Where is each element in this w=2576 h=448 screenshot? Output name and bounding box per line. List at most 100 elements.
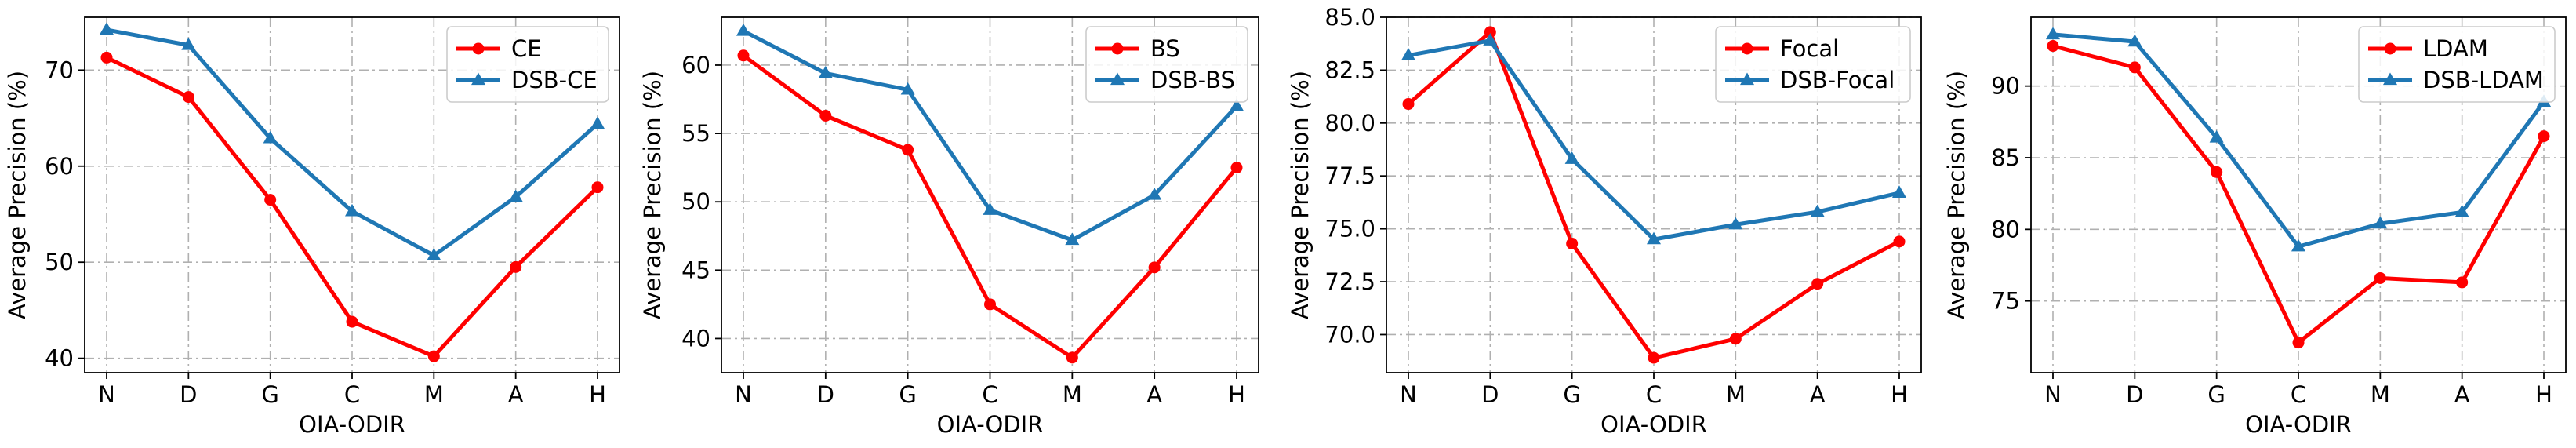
legend-box [1085,26,1248,103]
chart-panel-2: N D G C M A H 40 45 50 55 60 OIA-ODIR Average Precisi… [639,16,1259,438]
data-point [2456,276,2469,289]
y-tick-label: 75.0 [1324,216,1375,242]
data-point [2047,40,2059,53]
legend-label: Focal [1780,35,1839,62]
data-point [1564,151,1579,164]
data-point [427,248,441,260]
data-point [2292,337,2305,349]
data-point [182,91,194,104]
x-tick-label: M [424,381,444,408]
x-tick-label: A [1146,381,1162,408]
legend-label: DSB-LDAM [2423,67,2544,93]
x-tick-label: G [899,381,916,408]
legend-label: DSB-BS [1150,67,1235,93]
data-point [2128,61,2141,74]
x-axis-label: OIA-ODIR [937,411,1044,438]
legend-label: DSB-CE [511,67,598,93]
x-tick-label: M [2371,381,2390,408]
legend: CE DSB-CE [446,26,609,103]
data-point [1811,278,1824,290]
series-ce [100,51,604,362]
legend-box [1715,26,1911,103]
data-point [1230,162,1243,174]
x-tick-label: G [261,381,278,408]
legend-label: BS [1150,35,1180,62]
x-tick-label: D [180,381,197,408]
data-point [1065,232,1080,246]
legend: LDAM DSB-LDAM [2358,26,2556,103]
y-tick-label: 85 [1991,144,2020,171]
x-tick-label: C [1646,381,1662,408]
x-tick-label: M [1063,381,1082,408]
data-point [1648,351,1660,364]
legend-marker [2384,42,2396,55]
y-axis-label: Average Precision (%) [1943,71,1970,319]
data-point [510,260,522,273]
y-tick-label: 70 [45,56,74,83]
series-dsb-ldam [2045,27,2552,252]
legend-label: LDAM [2423,35,2488,62]
data-point [2374,271,2386,284]
data-point [100,51,113,64]
x-tick-label: A [508,381,524,408]
y-axis-label: Average Precision (%) [1287,71,1313,319]
legend-box [2358,26,2556,103]
data-point [902,144,914,156]
x-tick-label: H [589,381,606,408]
y-tick-label: 80 [1991,216,2020,242]
y-axis-label: Average Precision (%) [4,71,31,319]
x-tick-label: N [735,381,752,408]
x-tick-label: G [1563,381,1580,408]
data-point [900,82,915,95]
data-point [1646,231,1662,245]
data-point [1148,261,1161,274]
y-tick-label: 60 [681,52,710,78]
y-tick-label: 40 [681,325,710,351]
y-tick-label: 77.5 [1324,162,1375,189]
y-tick-label: 40 [45,345,74,372]
y-tick-label: 55 [681,120,710,147]
data-point [2454,204,2469,217]
data-point [346,315,358,328]
data-point [1229,98,1244,111]
series-ldam [2047,40,2550,349]
x-tick-label: N [98,381,115,408]
series-dsb-focal [1401,33,1907,245]
legend-marker [1110,72,1125,86]
x-tick-label: A [1810,381,1826,408]
data-point [2373,216,2388,229]
legend-marker [1111,42,1124,55]
y-tick-label: 82.5 [1324,56,1375,83]
data-point [590,116,605,129]
y-tick-label: 70.0 [1324,321,1375,348]
x-tick-label: C [344,381,360,408]
data-point [1728,217,1743,230]
x-tick-label: H [2535,381,2552,408]
data-point [2538,130,2550,143]
x-tick-label: A [2454,381,2470,408]
data-point [819,109,832,122]
data-point [508,189,523,202]
data-point [1147,188,1162,200]
data-point [1484,26,1496,38]
legend-marker [472,42,485,55]
legend: BS DSB-BS [1085,26,1248,103]
series-dsb-bs [736,23,1244,246]
x-tick-label: C [2291,381,2306,408]
data-point [1401,48,1416,60]
x-tick-label: D [2126,381,2143,408]
x-axis-label: OIA-ODIR [299,411,405,438]
data-point [427,350,440,362]
data-point [2045,27,2061,40]
data-point [1810,204,1825,217]
data-point [264,194,277,206]
y-tick-label: 72.5 [1324,268,1375,295]
data-point [2291,239,2306,252]
legend-marker [1741,42,1753,55]
y-tick-label: 90 [1991,73,2020,100]
x-tick-label: N [2044,381,2062,408]
data-point [344,203,360,217]
x-tick-label: C [982,381,997,408]
data-point [1893,235,1906,248]
